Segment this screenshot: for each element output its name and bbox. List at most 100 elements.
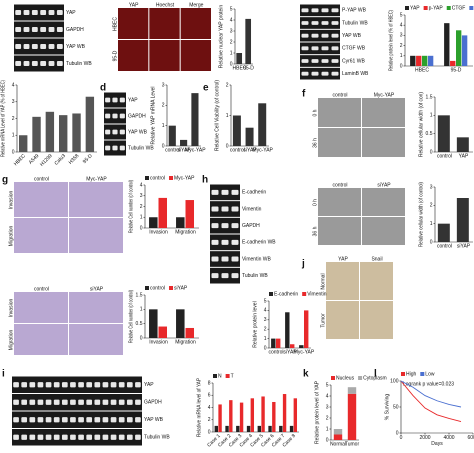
blot-band (37, 382, 44, 388)
blot-band (321, 33, 329, 38)
legend-label: High (406, 371, 417, 377)
bar (168, 125, 176, 146)
legend-label: Nucleus (336, 375, 355, 381)
bar (461, 35, 468, 66)
image-column-label: Myc-YAP (86, 176, 107, 182)
panel-letter: j (301, 259, 305, 270)
blot-band (301, 46, 309, 51)
blot-label: E-cadherin WB (242, 240, 276, 246)
panel-letter: h (202, 175, 208, 186)
bar (158, 326, 168, 338)
blot-band (29, 434, 36, 440)
micrograph (362, 98, 405, 127)
blot-band (37, 434, 44, 440)
micrograph (318, 128, 361, 157)
legend-swatch (446, 6, 451, 10)
x-tick-label: 95-D (243, 65, 254, 71)
x-tick-label: control (268, 349, 283, 355)
blot-band (321, 21, 329, 25)
blot-band (56, 43, 63, 50)
y-axis-label: Relative protein level (252, 301, 258, 347)
blot-band (331, 46, 339, 51)
legend-swatch (420, 372, 425, 376)
blot-band (13, 434, 19, 440)
panel-letter: i (2, 369, 5, 380)
blot-band (311, 71, 319, 76)
blot-band (135, 434, 141, 440)
blot-band (13, 399, 19, 405)
y-tick-label: 1 (162, 123, 165, 129)
blot-band (48, 60, 55, 67)
image-row-label: Normal (320, 273, 326, 289)
blot-band (301, 59, 309, 63)
legend-swatch (423, 6, 428, 10)
x-tick-label: 0 (400, 435, 403, 441)
blot-band (29, 417, 36, 423)
blot-band (110, 382, 117, 388)
blot-band (70, 399, 76, 405)
blot-band (231, 273, 239, 279)
blot-band (221, 239, 229, 245)
y-tick-label: 0.5 (426, 131, 433, 137)
panel-letter: d (100, 83, 106, 94)
bar-segment (347, 393, 357, 440)
blot-label: GAPDH (66, 27, 84, 33)
x-tick-label: siYAP (243, 147, 257, 153)
blot-band (231, 256, 239, 262)
bar (456, 198, 469, 242)
x-axis-label: Days (431, 441, 443, 447)
y-tick-label: 3 (430, 184, 433, 190)
micrograph (69, 182, 123, 217)
panel-letter: l (374, 369, 377, 380)
blot-band (221, 206, 229, 212)
blot-label: Tubulin WB (66, 61, 92, 67)
blot-band (119, 145, 125, 151)
y-tick-label: 4 (140, 182, 143, 188)
legend-swatch (213, 374, 217, 378)
bar (239, 402, 244, 432)
blot-band (221, 273, 229, 279)
image-row-label: 36 h (312, 226, 318, 236)
bar (437, 115, 450, 152)
blot-band (110, 434, 117, 440)
blot-band (23, 9, 30, 16)
legend-swatch (331, 376, 335, 380)
micrograph (362, 188, 405, 216)
blot-band (211, 206, 219, 212)
bar (85, 96, 95, 152)
micrograph (180, 40, 211, 71)
blot-band (70, 417, 76, 423)
panel-letter: k (303, 369, 309, 380)
blot-band (78, 417, 84, 423)
y-tick-label: 3 (400, 33, 403, 39)
blot-band (301, 33, 309, 38)
panel-letter: f (302, 89, 306, 100)
bar (261, 396, 265, 432)
bar (19, 135, 28, 152)
bar (45, 111, 55, 152)
bar (185, 327, 195, 338)
blot-band (40, 43, 47, 50)
blot-band (301, 71, 309, 76)
blot-band (311, 59, 319, 63)
y-axis-label: Relative Cell Viability (of control) (214, 80, 220, 151)
micrograph (318, 188, 361, 216)
blot-strip (300, 29, 340, 42)
y-axis-label: Relative Cell number (of control) (128, 180, 134, 233)
y-axis-label: Relative cellular width (of control) (418, 182, 424, 247)
blot-band (102, 417, 109, 423)
micrograph (180, 8, 211, 39)
blot-band (15, 60, 22, 67)
blot-label: Tubulin WB (242, 273, 268, 279)
blot-band (119, 97, 125, 103)
image-row-label: 95-D (112, 50, 118, 61)
y-tick-label: 5 (400, 12, 403, 18)
y-tick-label: 2 (162, 103, 165, 109)
blot-band (102, 382, 109, 388)
y-tick-label: 5 (264, 298, 267, 304)
image-column-label: control (332, 92, 347, 98)
blot-band (331, 59, 339, 63)
blot-band (53, 417, 60, 423)
micrograph (149, 40, 180, 71)
